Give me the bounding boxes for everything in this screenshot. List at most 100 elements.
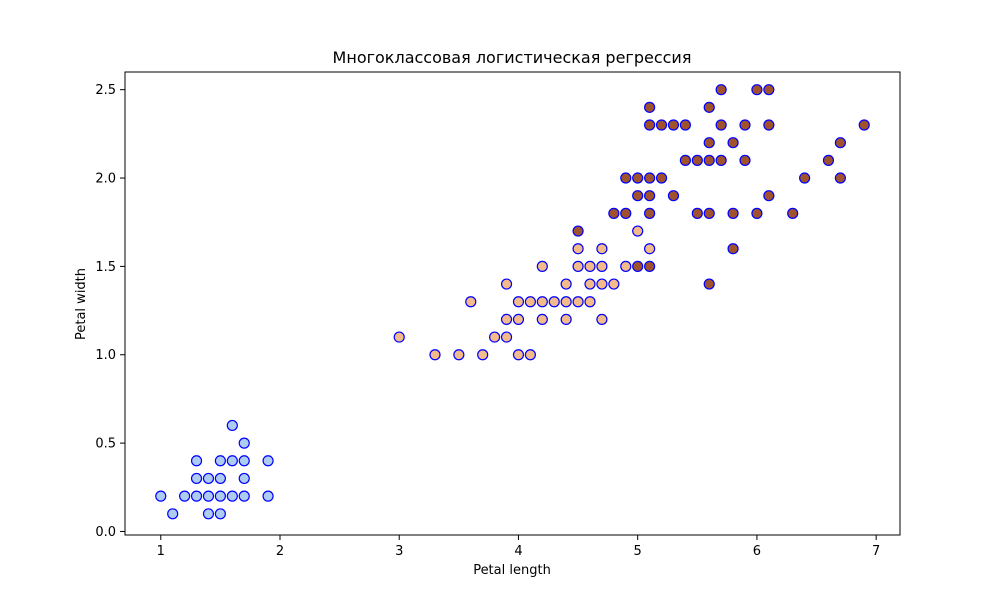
data-point-series-3	[703, 101, 715, 113]
data-point-series-3	[703, 278, 715, 290]
data-point-series-2	[465, 296, 477, 308]
plot-area-frame	[124, 71, 901, 536]
data-point-series-3	[715, 154, 727, 166]
data-point-series-2	[608, 278, 620, 290]
data-point-series-1	[238, 472, 250, 485]
data-point-series-3	[822, 154, 835, 166]
data-point-series-1	[190, 472, 203, 485]
data-point-series-2	[572, 296, 584, 308]
data-point-series-2	[500, 278, 513, 290]
x-tick-label: 7	[872, 544, 880, 559]
data-point-series-1	[167, 508, 179, 520]
data-point-series-1	[202, 490, 215, 502]
data-point-series-2	[560, 296, 572, 308]
data-point-series-3	[644, 172, 656, 184]
data-point-series-2	[453, 349, 465, 361]
data-point-series-3	[834, 137, 846, 149]
data-point-series-1	[155, 490, 167, 502]
data-point-series-3	[667, 190, 680, 202]
data-point-series-2	[548, 296, 560, 308]
data-point-series-3	[691, 207, 703, 219]
data-point-series-2	[536, 296, 548, 308]
data-point-series-1	[238, 437, 250, 449]
data-point-series-3	[655, 119, 668, 131]
data-point-series-1	[202, 472, 215, 485]
data-point-series-3	[620, 207, 632, 219]
x-tick-label: 5	[634, 544, 642, 559]
data-point-series-2	[560, 278, 572, 290]
y-tick-label: 0.0	[95, 525, 116, 540]
data-point-series-3	[679, 154, 691, 166]
data-point-series-3	[799, 172, 811, 184]
data-point-series-1	[190, 455, 203, 467]
data-point-series-3	[644, 260, 656, 272]
data-point-series-1	[226, 490, 238, 502]
y-tick-label: 1.0	[95, 348, 116, 363]
data-point-series-1	[238, 455, 250, 467]
data-point-series-2	[584, 278, 596, 290]
data-point-series-2	[524, 349, 536, 361]
data-point-series-3	[703, 154, 715, 166]
data-point-series-2	[512, 313, 525, 325]
y-tick-label: 2.5	[95, 83, 116, 98]
data-point-series-1	[214, 455, 226, 467]
data-point-series-2	[500, 331, 513, 343]
data-point-series-3	[834, 172, 846, 184]
data-point-series-1	[214, 508, 226, 520]
data-point-series-3	[787, 207, 799, 219]
data-point-series-1	[190, 490, 203, 502]
data-point-series-3	[632, 260, 644, 272]
data-point-series-3	[763, 119, 775, 131]
data-point-series-3	[751, 207, 763, 219]
data-point-series-3	[763, 190, 775, 202]
data-point-series-1	[262, 455, 274, 467]
data-point-series-3	[644, 190, 656, 202]
data-point-series-1	[226, 455, 238, 467]
x-tick-label: 2	[276, 544, 284, 559]
data-point-series-2	[572, 243, 584, 255]
data-point-series-1	[202, 508, 215, 520]
data-point-series-1	[226, 419, 238, 432]
data-point-series-2	[524, 296, 536, 308]
data-point-series-2	[489, 331, 501, 343]
data-point-series-2	[572, 260, 584, 272]
chart-title: Многоклассовая логистическая регрессия	[333, 48, 692, 67]
x-tick-label: 3	[395, 544, 403, 559]
data-point-series-3	[572, 225, 584, 237]
data-point-series-3	[739, 119, 751, 131]
data-point-series-2	[596, 260, 608, 272]
data-point-series-2	[560, 313, 572, 325]
data-point-series-2	[477, 349, 489, 361]
x-tick-label: 4	[514, 544, 522, 559]
x-tick-label: 6	[753, 544, 761, 559]
data-point-series-3	[763, 84, 775, 96]
y-tick-label: 2.0	[95, 172, 116, 187]
data-point-series-3	[739, 154, 751, 166]
data-point-series-3	[632, 190, 644, 202]
data-point-series-1	[262, 490, 274, 502]
data-point-series-3	[644, 207, 656, 219]
data-point-series-1	[179, 490, 191, 502]
data-point-series-3	[715, 119, 727, 131]
data-point-series-2	[536, 313, 548, 325]
data-point-series-1	[214, 472, 226, 485]
data-point-series-3	[703, 137, 715, 149]
data-point-series-2	[644, 243, 656, 255]
data-point-series-3	[727, 207, 739, 219]
data-point-series-2	[536, 260, 548, 272]
data-point-series-2	[596, 313, 608, 325]
data-point-series-3	[632, 172, 644, 184]
data-point-series-3	[644, 101, 656, 113]
data-point-series-3	[715, 84, 727, 96]
data-point-series-3	[679, 119, 691, 131]
data-point-series-3	[644, 119, 656, 131]
data-point-series-3	[655, 172, 668, 184]
data-point-series-2	[596, 278, 608, 290]
x-axis-label: Petal length	[473, 563, 551, 578]
y-tick-label: 0.5	[95, 437, 116, 452]
data-point-series-2	[429, 349, 441, 361]
data-point-series-3	[608, 207, 620, 219]
data-point-series-1	[238, 490, 250, 502]
